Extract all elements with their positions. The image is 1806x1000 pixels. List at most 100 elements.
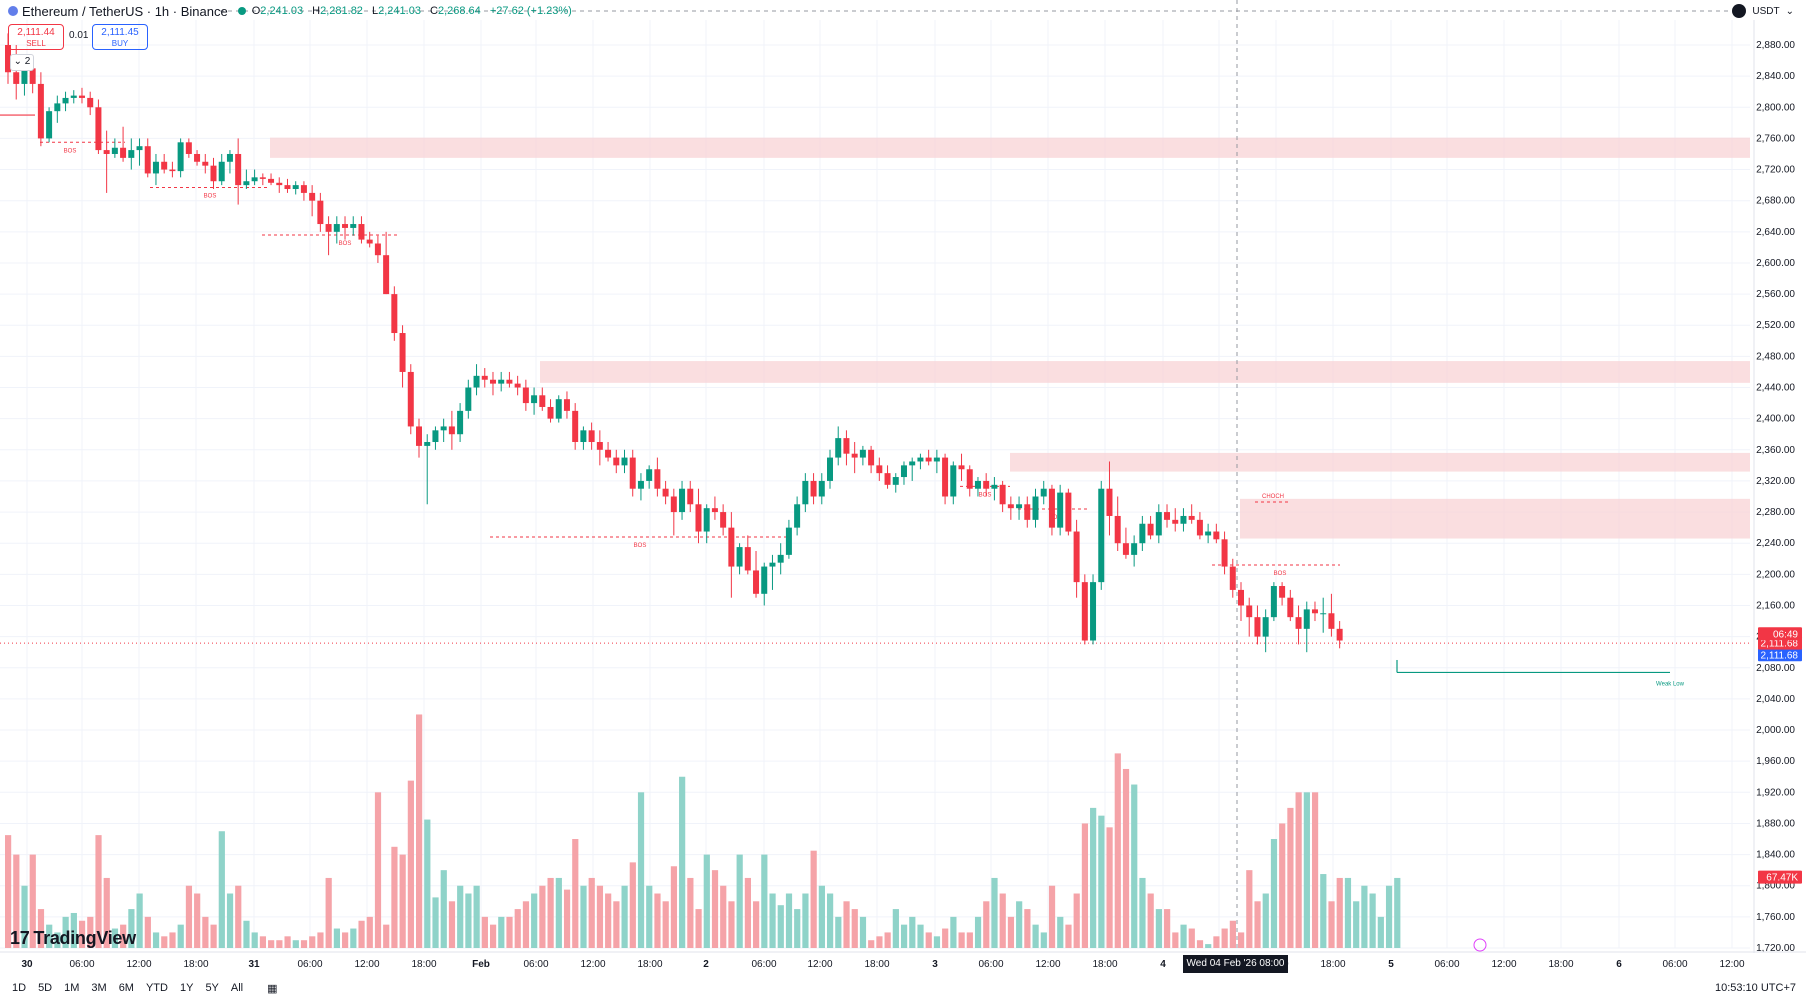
time-tick-label: 12:00	[1491, 959, 1516, 970]
candle-body	[744, 547, 751, 571]
candle-body	[1073, 531, 1080, 583]
symbol-title[interactable]: Ethereum / TetherUS · 1h · Binance	[22, 3, 228, 19]
volume-bars	[5, 714, 1401, 948]
candle-body	[1295, 617, 1302, 629]
candle-body	[1057, 492, 1064, 528]
volume-bar	[185, 885, 193, 948]
price-tick-label: 2,200.00	[1756, 569, 1795, 580]
time-axis[interactable]: 30 06:00 12:00 18:00 31 06:00 12:00 18:00 Feb 06:…	[0, 951, 1806, 970]
candle-body	[1320, 613, 1327, 615]
range-1m[interactable]: 1M	[64, 982, 80, 994]
volume-bar	[769, 893, 776, 948]
candle-body	[1090, 582, 1097, 641]
range-1y[interactable]: 1Y	[179, 982, 194, 994]
candle-body	[358, 224, 365, 240]
volume-bar	[177, 924, 184, 948]
price-tag-label: 06:49	[1773, 629, 1798, 640]
range-all[interactable]: All	[230, 982, 244, 994]
candle-body	[531, 395, 538, 404]
tradingview-logo[interactable]: 17 TradingView	[10, 928, 136, 949]
candle-body	[1147, 523, 1154, 536]
volume-bar	[933, 936, 941, 948]
volume-bar	[983, 901, 990, 948]
volume-bar	[13, 854, 20, 948]
volume-bar	[383, 924, 390, 948]
candle-body	[1221, 539, 1228, 567]
volume-bar	[1032, 924, 1039, 948]
range-ytd[interactable]: YTD	[145, 982, 168, 994]
currency-button[interactable]: USDT ⌄	[1732, 4, 1794, 18]
symbol-header[interactable]: Ethereum / TetherUS · 1h · Binance O2,24…	[8, 2, 578, 20]
sell-button[interactable]: 2,111.44 SELL	[8, 24, 64, 50]
buy-button[interactable]: 2,111.45 BUY	[92, 24, 148, 50]
volume-bar	[621, 885, 628, 948]
candle-body	[235, 153, 242, 186]
candle-body	[1007, 504, 1014, 509]
price-tick-label: 1,760.00	[1756, 912, 1795, 923]
calendar-icon[interactable]: ▦	[267, 982, 278, 995]
time-tick-label: 18:00	[864, 959, 889, 970]
volume-bar	[128, 909, 135, 948]
price-tag	[1758, 648, 1802, 662]
volume-bar	[1377, 916, 1384, 948]
range-5d[interactable]: 5D	[38, 982, 53, 994]
volume-bar	[481, 916, 488, 948]
candle-body	[309, 192, 316, 201]
range-3m[interactable]: 3M	[91, 982, 107, 994]
candle-body	[1205, 531, 1212, 536]
volume-bar	[416, 714, 423, 948]
volume-bar	[1229, 920, 1236, 948]
candle-body	[835, 438, 842, 458]
volume-bar	[695, 909, 702, 948]
bos-label: BOS	[634, 543, 647, 549]
price-tick-label: 2,600.00	[1756, 258, 1795, 269]
candle-body	[342, 224, 349, 228]
candle-body	[522, 387, 529, 404]
volume-bar	[407, 780, 414, 948]
volume-bar	[547, 877, 554, 948]
utc-clock[interactable]: 10:53:10 UTC+7	[1714, 982, 1796, 994]
candle-body	[1122, 543, 1129, 555]
candle-body	[202, 161, 209, 166]
price-tick-label: 1,880.00	[1756, 818, 1795, 829]
candle-body	[588, 430, 595, 443]
range-5y[interactable]: 5Y	[205, 982, 219, 994]
indicators-toggle-button[interactable]: ⌄ 2	[10, 54, 34, 71]
volume-bar	[70, 912, 77, 948]
bos-label: BOS	[64, 148, 77, 154]
candle-body	[785, 527, 792, 555]
volume-bar	[966, 932, 973, 948]
price-axis[interactable]: 2,880.00 2,840.00 2,800.00 2,760.00 2,720.00…	[1753, 20, 1802, 954]
volume-bar	[1024, 909, 1031, 948]
volume-bar	[243, 920, 250, 948]
candle-body	[572, 410, 579, 443]
volume-bar	[1361, 885, 1368, 948]
range-1d[interactable]: 1D	[12, 982, 27, 994]
volume-bar	[736, 854, 743, 948]
volume-bar	[892, 909, 899, 948]
chevron-down-icon: ⌄	[1785, 5, 1794, 17]
candle-body	[473, 375, 480, 388]
volume-bar	[1139, 877, 1146, 948]
volume-bar	[1328, 901, 1335, 948]
price-tick-label: 1,960.00	[1756, 756, 1795, 767]
supply-zone	[1010, 452, 1750, 472]
time-tick-label: 06:00	[523, 959, 548, 970]
candle-body	[70, 95, 77, 98]
candle-body	[292, 185, 299, 190]
candle-body	[629, 457, 636, 489]
volume-bar	[1188, 928, 1195, 948]
candle-body	[736, 547, 743, 567]
volume-bar	[654, 893, 661, 948]
volume-bar	[144, 916, 151, 948]
candle-body	[29, 68, 36, 84]
volume-bar	[1180, 924, 1187, 948]
candle-body	[489, 379, 496, 384]
candle-body	[966, 469, 973, 489]
candle-body	[268, 178, 275, 183]
currency-icon	[1732, 4, 1747, 18]
volume-bar	[1147, 893, 1154, 948]
range-6m[interactable]: 6M	[118, 982, 134, 994]
volume-bar	[1131, 784, 1138, 948]
